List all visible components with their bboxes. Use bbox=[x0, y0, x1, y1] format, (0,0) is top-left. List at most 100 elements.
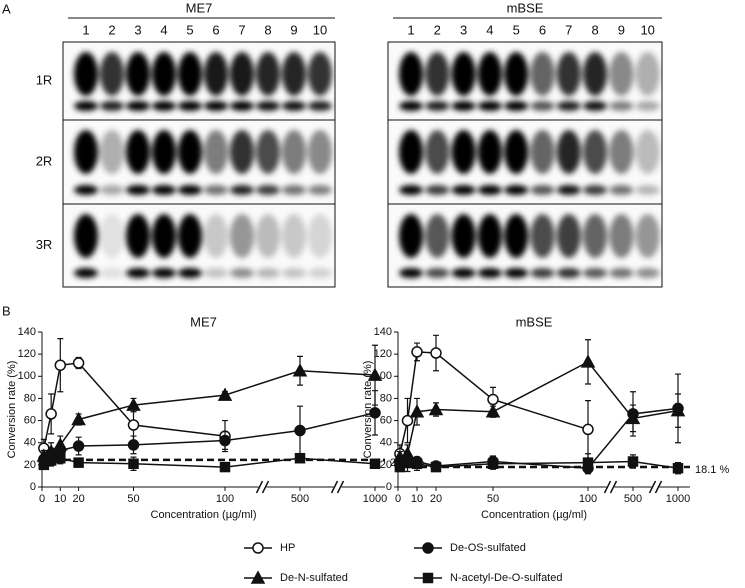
band-lower bbox=[504, 268, 529, 278]
band-upper bbox=[609, 214, 634, 258]
band-upper bbox=[178, 130, 202, 174]
y-tick-label: 20 bbox=[24, 459, 36, 471]
axis-break bbox=[261, 480, 270, 494]
data-point bbox=[430, 347, 442, 359]
data-point bbox=[219, 434, 231, 447]
band-lower bbox=[477, 185, 502, 195]
band-upper bbox=[230, 130, 254, 174]
band-upper bbox=[583, 214, 608, 258]
legend-label: HP bbox=[280, 542, 295, 554]
data-point bbox=[73, 457, 84, 468]
band-lower bbox=[100, 185, 124, 195]
band-lower bbox=[425, 185, 450, 195]
band-upper bbox=[178, 214, 202, 258]
data-point bbox=[402, 457, 413, 468]
band-lower bbox=[230, 185, 254, 195]
axis-break bbox=[603, 480, 612, 494]
band-lower bbox=[583, 268, 608, 278]
y-tick-label: 120 bbox=[18, 348, 36, 360]
band-lower bbox=[399, 268, 423, 278]
blot-frame bbox=[387, 41, 663, 288]
band-upper bbox=[282, 130, 306, 174]
data-point bbox=[672, 462, 684, 474]
bands bbox=[74, 52, 332, 278]
band-lower bbox=[74, 101, 98, 111]
band-lower bbox=[635, 268, 660, 278]
band-upper bbox=[204, 52, 228, 96]
band-lower bbox=[74, 268, 98, 278]
band-lower bbox=[583, 101, 608, 111]
band-upper bbox=[230, 214, 254, 258]
band-lower bbox=[204, 185, 228, 195]
band-lower bbox=[556, 268, 581, 278]
x-tick-label: 50 bbox=[127, 493, 139, 505]
x-tick-label: 20 bbox=[72, 493, 84, 505]
x-tick-label: 1000 bbox=[666, 493, 690, 505]
legend-marker bbox=[422, 542, 434, 554]
data-point bbox=[369, 407, 381, 419]
band-upper bbox=[425, 52, 450, 96]
data-point bbox=[369, 458, 381, 469]
lane-number: 4 bbox=[486, 22, 493, 37]
x-axis-label: Concentration (µg/ml) bbox=[481, 509, 587, 521]
band-upper bbox=[126, 130, 150, 174]
y-tick-label: 20 bbox=[380, 459, 392, 471]
band-upper bbox=[504, 52, 529, 96]
band-lower bbox=[230, 268, 254, 278]
band-upper bbox=[256, 214, 280, 258]
band-upper bbox=[308, 130, 332, 174]
data-point bbox=[580, 354, 596, 368]
band-lower bbox=[530, 268, 555, 278]
chart-title: mBSE bbox=[516, 314, 553, 329]
band-upper bbox=[399, 130, 423, 174]
band-lower bbox=[425, 268, 450, 278]
axis-break bbox=[648, 480, 657, 494]
band-upper bbox=[530, 214, 555, 258]
band-upper bbox=[425, 130, 450, 174]
legend-marker bbox=[422, 572, 434, 584]
data-point bbox=[53, 437, 68, 451]
data-point bbox=[45, 455, 57, 466]
band-upper bbox=[74, 52, 98, 96]
band-upper bbox=[100, 130, 124, 174]
chart-title: ME7 bbox=[190, 314, 217, 329]
band-lower bbox=[399, 101, 423, 111]
band-lower bbox=[230, 101, 254, 111]
legend-label: N-acetyl-De-O-sulfated bbox=[450, 572, 562, 584]
band-upper bbox=[204, 214, 228, 258]
band-lower bbox=[556, 101, 581, 111]
band-upper bbox=[308, 52, 332, 96]
data-point bbox=[292, 363, 308, 377]
data-point bbox=[126, 397, 141, 411]
band-upper bbox=[74, 214, 98, 258]
band-lower bbox=[126, 268, 150, 278]
band-upper bbox=[451, 52, 476, 96]
data-point bbox=[487, 393, 499, 406]
axis-break bbox=[336, 480, 345, 494]
x-tick-label: 0 bbox=[395, 493, 401, 505]
band-upper bbox=[126, 52, 150, 96]
band-lower bbox=[504, 101, 529, 111]
data-point bbox=[367, 367, 383, 381]
band-lower bbox=[100, 101, 124, 111]
band-lower bbox=[282, 268, 306, 278]
reference-label: 18.1 % bbox=[695, 464, 729, 476]
data-point bbox=[72, 440, 85, 452]
band-lower bbox=[635, 101, 660, 111]
band-lower bbox=[152, 268, 176, 278]
legend-label: De-N-sulfated bbox=[280, 572, 348, 584]
y-tick-label: 80 bbox=[24, 392, 36, 404]
data-point bbox=[294, 424, 306, 437]
band-upper bbox=[451, 130, 476, 174]
band-lower bbox=[635, 185, 660, 195]
axis-break-gap bbox=[606, 484, 615, 490]
band-upper bbox=[308, 214, 332, 258]
series-line bbox=[43, 362, 226, 449]
band-lower bbox=[399, 185, 423, 195]
band-upper bbox=[556, 214, 581, 258]
lane-number: 4 bbox=[160, 22, 167, 37]
x-axis-label: Concentration (µg/ml) bbox=[151, 509, 257, 521]
data-point bbox=[485, 404, 501, 418]
band-upper bbox=[282, 214, 306, 258]
